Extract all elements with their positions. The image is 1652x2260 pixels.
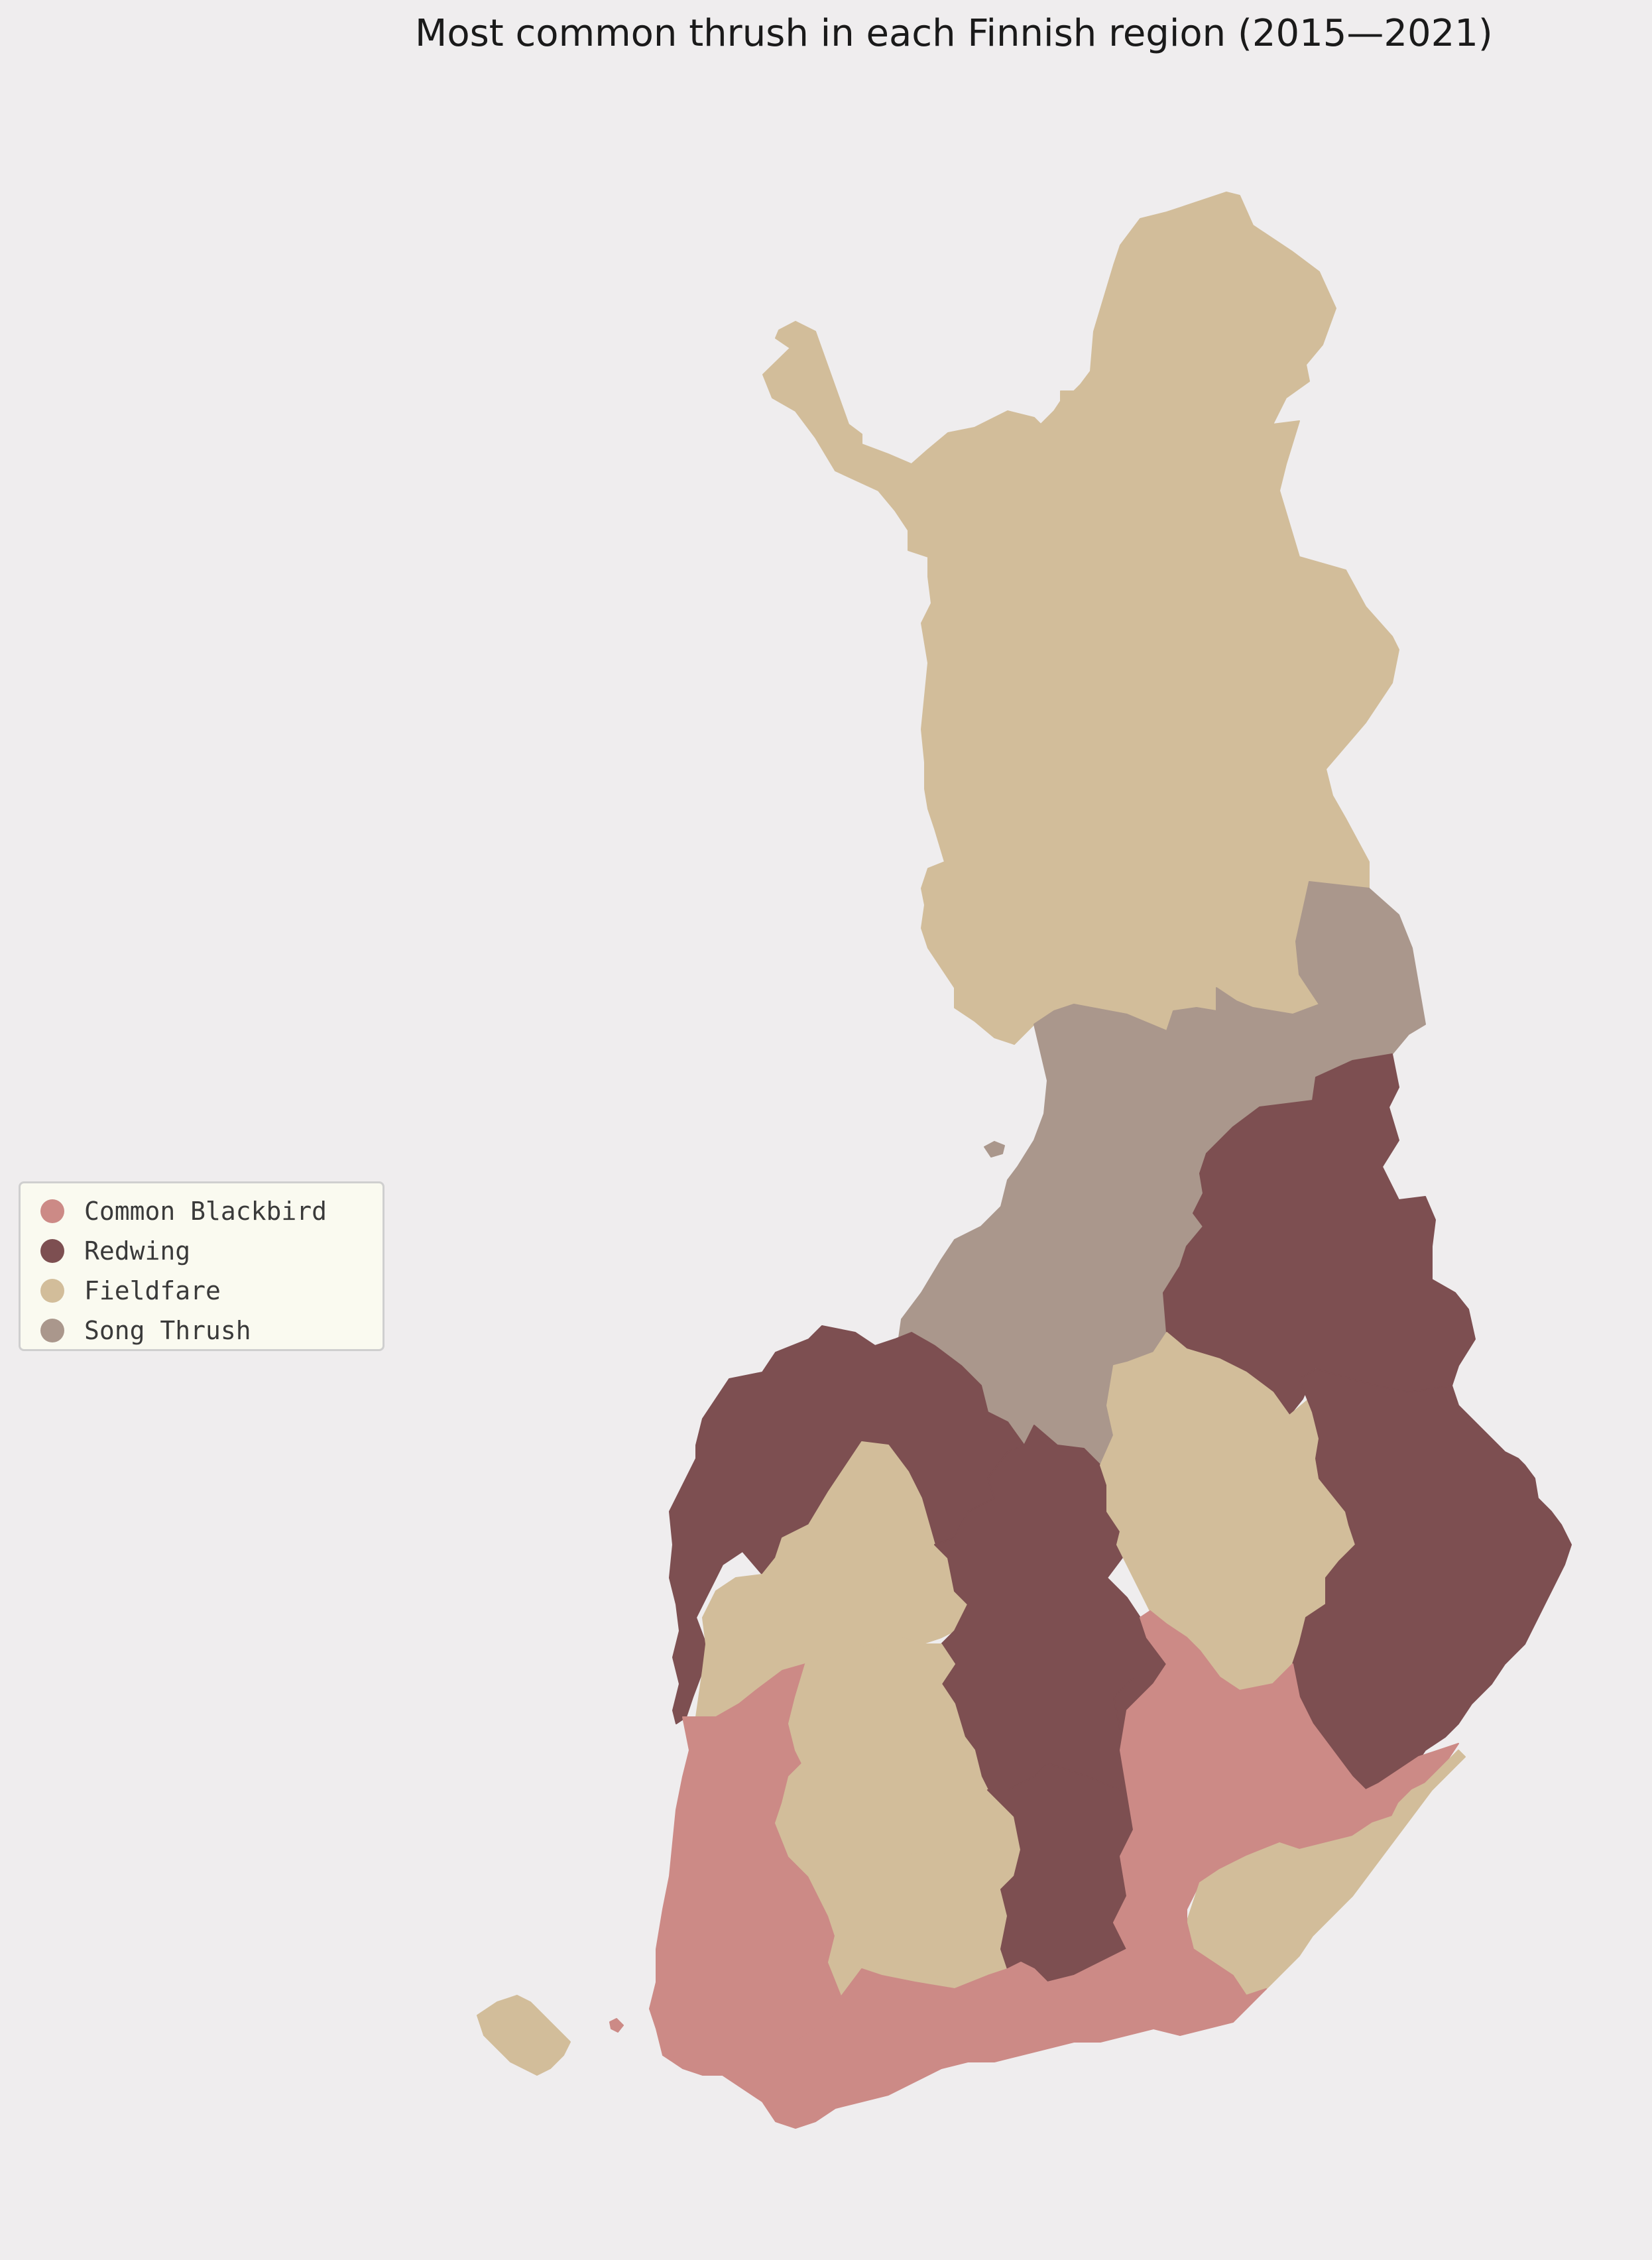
region-east xyxy=(1292,1368,1572,1791)
region-aland xyxy=(477,1995,571,2076)
legend: Common Blackbird Redwing Fieldfare Song … xyxy=(19,1181,384,1351)
legend-item-redwing: Redwing xyxy=(40,1231,383,1271)
legend-item-common-blackbird: Common Blackbird xyxy=(40,1191,383,1231)
legend-label: Song Thrush xyxy=(84,1316,251,1345)
legend-item-fieldfare: Fieldfare xyxy=(40,1271,383,1311)
region-north xyxy=(762,192,1399,1045)
legend-label: Common Blackbird xyxy=(84,1197,327,1226)
map-title: Most common thrush in each Finnish regio… xyxy=(415,12,1493,55)
legend-swatch xyxy=(40,1279,64,1303)
legend-swatch xyxy=(40,1319,64,1342)
region-south-central-lake xyxy=(855,1849,982,1983)
region-east-central xyxy=(1163,1053,1476,1416)
legend-swatch xyxy=(40,1239,64,1263)
legend-label: Fieldfare xyxy=(84,1276,221,1305)
island-small-south xyxy=(609,2018,624,2033)
legend-item-song-thrush: Song Thrush xyxy=(40,1311,383,1350)
island-hailuoto xyxy=(984,1141,1005,1158)
legend-label: Redwing xyxy=(84,1236,191,1266)
region-south xyxy=(662,1895,1267,2129)
legend-swatch xyxy=(40,1199,64,1223)
